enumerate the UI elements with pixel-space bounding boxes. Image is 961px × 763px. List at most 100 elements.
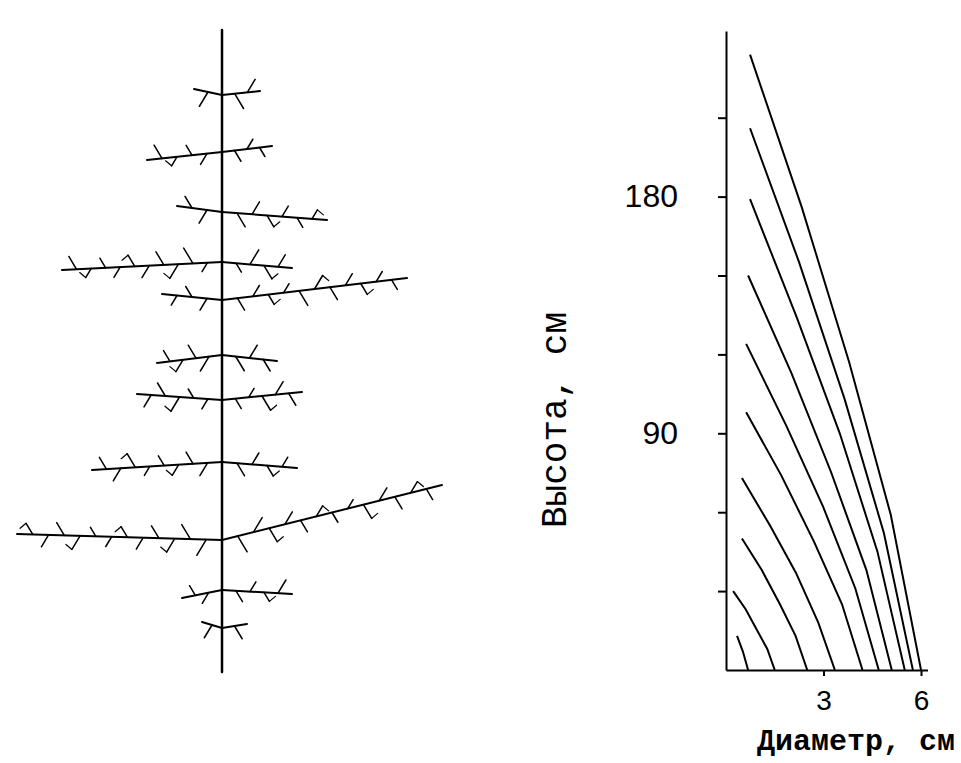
profile-line bbox=[750, 55, 921, 670]
tree-twig bbox=[361, 284, 368, 295]
tree-twig bbox=[176, 360, 183, 372]
y-tick bbox=[718, 512, 726, 513]
x-tick-label: 6 bbox=[914, 685, 930, 716]
y-tick-mark bbox=[718, 117, 726, 119]
tree-twig bbox=[277, 537, 283, 542]
tree-twig bbox=[172, 465, 178, 476]
tree-twig bbox=[170, 367, 176, 372]
tree-twig bbox=[345, 274, 352, 286]
tree-twig bbox=[236, 263, 241, 272]
tree-twig bbox=[238, 536, 247, 552]
tree-twig bbox=[278, 580, 286, 593]
tree-twig bbox=[247, 79, 255, 92]
tree-branch bbox=[222, 590, 292, 594]
tree-twig bbox=[142, 266, 149, 278]
tree-twig bbox=[164, 273, 170, 278]
tree-twig bbox=[171, 296, 177, 306]
tree-twig bbox=[184, 248, 193, 263]
tree-twig bbox=[202, 399, 208, 409]
tree-twig bbox=[185, 196, 192, 208]
tree-twig bbox=[316, 506, 322, 517]
tree-twig bbox=[200, 463, 208, 476]
tree-twig bbox=[190, 586, 196, 596]
tree-twig bbox=[197, 540, 206, 556]
tree-twig bbox=[127, 454, 135, 468]
tree-branch bbox=[222, 262, 292, 268]
tree-twig bbox=[330, 287, 338, 300]
tree-twig bbox=[114, 267, 120, 277]
tree-twig bbox=[395, 497, 402, 509]
y-tick-label: 90 bbox=[642, 415, 678, 451]
tree-twig bbox=[426, 489, 432, 500]
tree-twig bbox=[262, 396, 271, 410]
tree-twig bbox=[237, 213, 245, 227]
tree-twig bbox=[158, 383, 166, 396]
tree-twig bbox=[166, 161, 172, 166]
tree-twig bbox=[249, 388, 254, 397]
tree-twig bbox=[250, 582, 256, 592]
tree-twig bbox=[128, 255, 135, 266]
tree-twig bbox=[151, 526, 158, 538]
tree-twig bbox=[237, 463, 245, 476]
y-tick-mark bbox=[718, 512, 726, 514]
tree-twig bbox=[392, 280, 398, 290]
tree-twig bbox=[417, 482, 423, 487]
tree-twig bbox=[164, 351, 170, 362]
tree-twig bbox=[272, 274, 278, 279]
tree-twig bbox=[411, 482, 418, 493]
tree-twig bbox=[72, 536, 80, 550]
tree-twig bbox=[237, 298, 244, 310]
tree-twig bbox=[235, 399, 241, 409]
y-tick-mark bbox=[718, 354, 726, 356]
tree-twig bbox=[332, 513, 338, 523]
tree-twig bbox=[172, 157, 177, 166]
tree-twig bbox=[253, 518, 262, 533]
tree-twig bbox=[99, 457, 106, 469]
y-tick-mark bbox=[718, 591, 726, 593]
y-axis-title: Высота, см bbox=[536, 312, 577, 528]
tree-branch bbox=[222, 462, 297, 468]
tree-twig bbox=[144, 395, 151, 407]
tree-twig bbox=[26, 523, 33, 534]
tree-twig bbox=[269, 528, 277, 541]
tree-branch bbox=[182, 590, 222, 598]
tree-drawing bbox=[17, 30, 442, 672]
x-tick-label: 3 bbox=[816, 685, 832, 716]
x-tick: 6 bbox=[914, 670, 930, 716]
tree-twig bbox=[264, 592, 269, 601]
tree-twig bbox=[367, 289, 373, 294]
tree-twig bbox=[121, 527, 127, 538]
tree-twig bbox=[186, 145, 192, 155]
tree-twig bbox=[200, 357, 209, 371]
tree-twig bbox=[113, 468, 121, 481]
tree-twig bbox=[273, 471, 279, 476]
tree-twig bbox=[363, 505, 371, 519]
tree-twig bbox=[170, 264, 179, 278]
tree-twig bbox=[263, 360, 270, 372]
tree-twig bbox=[264, 266, 272, 279]
tree-twig bbox=[144, 466, 149, 475]
tree-twig bbox=[122, 255, 128, 260]
tree-twig bbox=[69, 256, 77, 269]
tree-twig bbox=[253, 286, 260, 297]
tree-twig bbox=[115, 527, 121, 532]
tree-twig bbox=[269, 596, 275, 601]
tree-twig bbox=[247, 139, 253, 149]
tree-twig bbox=[165, 406, 171, 411]
tree-branch bbox=[62, 262, 222, 270]
tree-twig bbox=[323, 506, 329, 511]
tree-twig bbox=[282, 457, 288, 467]
tree-twig bbox=[202, 263, 207, 272]
profile-line bbox=[746, 344, 879, 670]
tree-twig bbox=[199, 210, 207, 223]
y-tick-mark bbox=[718, 433, 726, 435]
tree-branch bbox=[222, 485, 442, 540]
y-tick: 90 bbox=[642, 415, 726, 451]
tree-twig bbox=[161, 547, 167, 552]
x-axis: 36 bbox=[727, 670, 930, 716]
y-tick: 180 bbox=[625, 178, 726, 214]
profile-line bbox=[750, 199, 905, 670]
tree-twig bbox=[301, 520, 308, 531]
tree-twig bbox=[156, 252, 164, 265]
plot-area bbox=[733, 55, 921, 670]
